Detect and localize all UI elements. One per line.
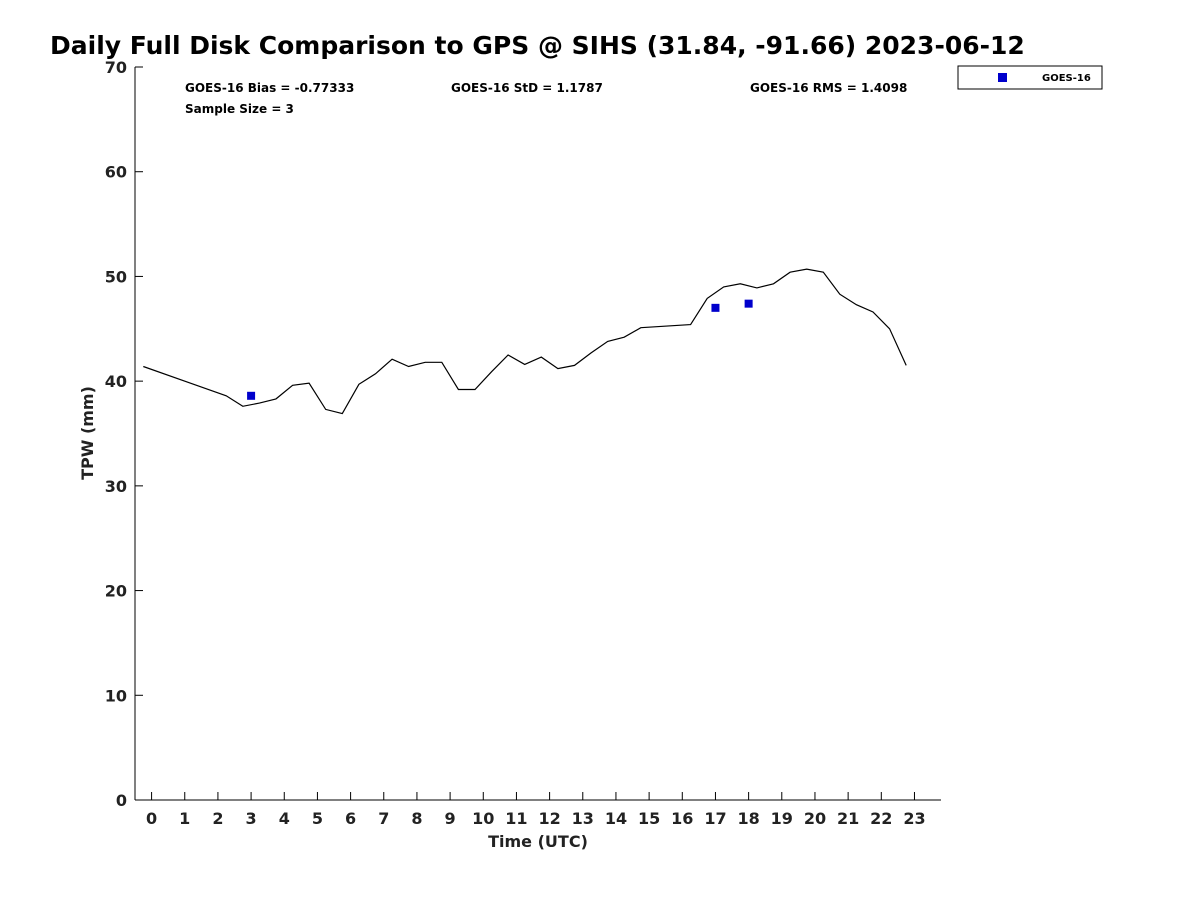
x-tick-label: 21 [837,809,859,828]
x-tick-label: 9 [445,809,456,828]
chart-title: Daily Full Disk Comparison to GPS @ SIHS… [50,31,1025,60]
y-tick-label: 10 [105,686,127,705]
std-text: GOES-16 StD = 1.1787 [451,81,603,95]
y-axis-ticks: 0 10 20 30 40 50 60 70 [105,58,143,810]
x-tick-label: 8 [411,809,422,828]
series-layer [143,268,907,415]
y-tick-label: 50 [105,267,127,286]
x-axis-ticks: 0 1 2 3 4 5 6 7 8 9 10 11 12 13 14 15 16 17 18 19 20 21 22 23 [146,792,926,828]
y-tick-label: 30 [105,477,127,496]
goes16-point [744,299,753,308]
x-tick-label: 23 [903,809,925,828]
y-tick-label: 0 [116,791,127,810]
legend-box [957,65,1103,90]
y-tick-label: 70 [105,58,127,77]
y-tick-label: 20 [105,582,127,601]
x-tick-label: 7 [378,809,389,828]
x-tick-label: 12 [538,809,560,828]
x-tick-label: 22 [870,809,892,828]
x-tick-label: 20 [804,809,826,828]
x-tick-label: 19 [771,809,793,828]
x-tick-label: 10 [472,809,494,828]
x-tick-label: 15 [638,809,660,828]
bias-text: GOES-16 Bias = -0.77333 [185,81,354,95]
x-tick-label: 4 [279,809,290,828]
x-tick-label: 16 [671,809,693,828]
x-tick-label: 11 [505,809,527,828]
x-tick-label: 3 [246,809,257,828]
legend-marker-goes16 [998,73,1007,82]
goes16-point [247,391,256,400]
x-tick-label: 0 [146,809,157,828]
sample-size-text: Sample Size = 3 [185,102,294,116]
stats-annotations: GOES-16 Bias = -0.77333 GOES-16 StD = 1.… [185,81,907,116]
x-axis-label: Time (UTC) [488,832,588,851]
legend-label-goes16: GOES-16 [1042,73,1091,84]
goes16-point [711,303,720,312]
y-tick-label: 40 [105,372,127,391]
x-tick-label: 1 [179,809,190,828]
x-tick-label: 14 [605,809,627,828]
gps-tpw-line [143,268,907,415]
x-tick-label: 18 [737,809,759,828]
x-tick-label: 17 [704,809,726,828]
x-tick-label: 13 [572,809,594,828]
x-tick-label: 5 [312,809,323,828]
x-tick-label: 6 [345,809,356,828]
y-axis-label: TPW (mm) [78,386,97,480]
x-tick-label: 2 [212,809,223,828]
y-tick-label: 60 [105,163,127,182]
legend: GOES-16 [957,65,1103,90]
rms-text: GOES-16 RMS = 1.4098 [750,81,907,95]
plot-frame [134,67,941,801]
